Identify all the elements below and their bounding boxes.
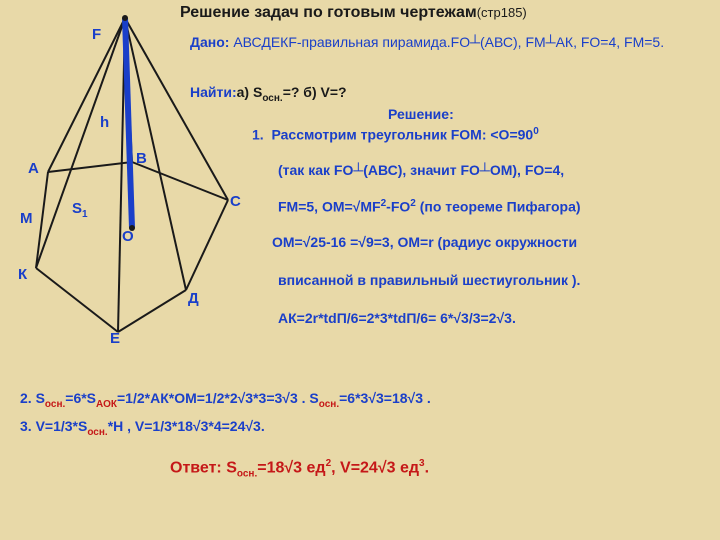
label-A: А <box>28 160 39 177</box>
step1e: вписанной в правильный шестиугольник ). <box>278 272 580 288</box>
find: Найти:а) Sосн.=? б) V=? <box>190 84 347 104</box>
label-M: М <box>20 210 33 227</box>
given: Дано: АВСДЕКF-правильная пирамида.FО┴(АВ… <box>190 32 710 53</box>
pyramid-svg <box>10 10 290 370</box>
label-K: К <box>18 266 27 283</box>
step1f: АК=2r*tdП/6=2*3*tdП/6= 6*√3/3=2√3. <box>278 310 516 326</box>
answer: Ответ: Sосн.=18√3 ед2, V=24√3 ед3. <box>170 458 429 480</box>
label-O: О <box>122 228 134 245</box>
step1b: (так как FО┴(АВС), значит FО┴ОМ), FО=4, <box>278 162 564 178</box>
label-F: F <box>92 26 101 43</box>
step1c: FМ=5, ОМ=√МF2-FО2 (по теореме Пифагора) <box>278 198 581 215</box>
label-S1: S1 <box>72 200 88 220</box>
step1a: 1. Рассмотрим треугольник FОМ: <О=900 <box>252 126 539 143</box>
label-E: Е <box>110 330 120 347</box>
label-C: С <box>230 193 241 210</box>
label-D: Д <box>188 290 199 307</box>
title: Решение задач по готовым чертежам(стр185… <box>180 4 527 22</box>
label-B: В <box>136 150 147 167</box>
solution-header: Решение: <box>388 106 454 122</box>
step3: 3. V=1/3*Sосн.*Н , V=1/3*18√3*4=24√3. <box>20 418 265 438</box>
step1d: ОМ=√25-16 =√9=3, ОМ=r (радиус окружности <box>272 234 577 250</box>
label-h: h <box>100 114 109 131</box>
pyramid-diagram: F А В С Д Е К М О h S1 <box>10 10 290 370</box>
step2: 2. Sосн.=6*SАОК=1/2*АК*ОМ=1/2*2√3*3=3√3 … <box>20 390 431 410</box>
find-body: а) Sосн.=? б) V=? <box>237 84 347 100</box>
